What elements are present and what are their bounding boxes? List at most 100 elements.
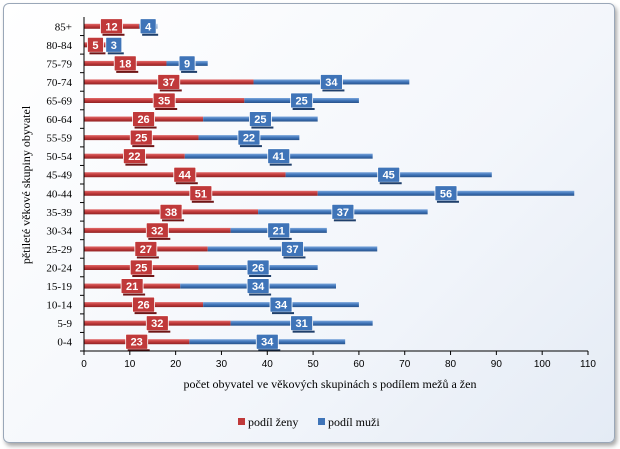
data-label-shadow	[155, 108, 178, 110]
data-label: 18	[119, 58, 131, 70]
data-label-shadow	[116, 70, 139, 73]
data-label: 37	[337, 207, 349, 219]
data-label: 25	[296, 96, 308, 108]
y-axis-title: pětileté věkové skupiny obyvatel	[19, 105, 33, 264]
data-label: 37	[286, 244, 298, 256]
data-label-shadow	[142, 33, 159, 36]
y-tick-label: 80-84	[46, 40, 72, 52]
y-tick-label: 35-39	[46, 207, 72, 219]
x-tick-label: 10	[124, 359, 136, 370]
x-tick-label: 40	[262, 359, 274, 370]
data-label: 41	[273, 151, 285, 163]
data-label: 31	[296, 318, 308, 330]
data-label: 22	[243, 133, 255, 145]
data-label: 9	[184, 58, 190, 70]
y-tick-label: 5-9	[57, 318, 72, 330]
data-label-shadow	[102, 33, 125, 36]
data-label-shadow	[269, 163, 292, 166]
x-tick-label: 80	[445, 359, 457, 370]
data-label: 56	[440, 188, 452, 200]
data-label-shadow	[175, 182, 198, 185]
y-tick-label: 50-54	[46, 151, 72, 163]
data-label-shadow	[107, 52, 124, 55]
data-label-shadow	[322, 89, 345, 92]
data-label: 25	[135, 263, 147, 275]
data-label: 23	[131, 337, 143, 349]
data-label-shadow	[249, 293, 272, 296]
data-label: 26	[252, 263, 264, 275]
data-label-shadow	[436, 200, 459, 203]
data-label: 34	[325, 77, 338, 89]
data-label: 32	[151, 318, 163, 330]
data-label: 21	[273, 225, 285, 237]
data-label-shadow	[134, 126, 157, 129]
data-label: 37	[163, 77, 175, 89]
legend: podíl ženy podíl muži	[238, 415, 380, 429]
y-tick-label: 45-49	[46, 170, 72, 182]
chart-frame	[3, 3, 615, 443]
data-label-shadow	[258, 349, 281, 352]
data-label: 5	[92, 40, 98, 52]
data-label-shadow	[148, 237, 171, 240]
x-tick-label: 20	[170, 359, 182, 370]
data-label-shadow	[148, 330, 171, 333]
data-label-shadow	[162, 219, 185, 222]
x-tick-label: 70	[399, 359, 411, 370]
data-label: 32	[151, 225, 163, 237]
data-label-shadow	[132, 145, 155, 148]
x-tick-label: 60	[353, 359, 365, 370]
y-tick-label: 15-19	[46, 281, 72, 293]
y-tick-label: 85+	[55, 21, 72, 33]
legend-swatch-women	[238, 418, 245, 425]
data-label-shadow	[292, 330, 315, 333]
x-tick-label: 0	[81, 359, 87, 370]
legend-label-women: podíl ženy	[248, 415, 298, 429]
data-label: 35	[158, 96, 170, 108]
data-label: 22	[128, 151, 140, 163]
data-label: 12	[105, 21, 117, 33]
data-label: 4	[145, 21, 152, 33]
y-tick-label: 65-69	[46, 96, 72, 108]
data-label: 26	[137, 300, 149, 312]
data-label-shadow	[181, 70, 198, 73]
data-label-shadow	[132, 275, 155, 277]
y-tick-label: 70-74	[46, 77, 72, 89]
data-label: 44	[179, 170, 192, 182]
y-tick-label: 75-79	[46, 58, 72, 70]
y-tick-label: 0-4	[57, 337, 72, 349]
data-label: 21	[126, 281, 138, 293]
data-label: 27	[140, 244, 152, 256]
data-label: 25	[254, 114, 266, 126]
y-tick-label: 55-59	[46, 133, 72, 145]
x-tick-label: 100	[534, 359, 551, 370]
x-tick-label: 30	[216, 359, 228, 370]
data-label-shadow	[134, 312, 157, 315]
data-label-shadow	[191, 200, 214, 203]
y-tick-label: 60-64	[46, 114, 72, 126]
legend-swatch-men	[318, 418, 325, 425]
data-label-shadow	[251, 126, 274, 129]
y-tick-label: 20-24	[46, 263, 72, 275]
x-tick-label: 50	[308, 359, 320, 370]
data-label-shadow	[272, 312, 295, 315]
data-label-shadow	[136, 256, 159, 259]
data-label-shadow	[283, 256, 306, 259]
data-label: 26	[137, 114, 149, 126]
data-label-shadow	[249, 275, 272, 277]
legend-label-men: podíl muži	[328, 415, 380, 429]
data-label-shadow	[239, 145, 262, 148]
data-label-shadow	[123, 293, 146, 296]
data-label-shadow	[333, 219, 356, 222]
data-label-shadow	[127, 349, 150, 352]
x-tick-label: 90	[491, 359, 503, 370]
data-label: 51	[195, 188, 207, 200]
data-label-shadow	[292, 108, 315, 110]
data-label-shadow	[159, 89, 182, 92]
data-label: 34	[275, 300, 288, 312]
data-label: 45	[383, 170, 395, 182]
data-label: 34	[252, 281, 265, 293]
data-label-shadow	[89, 52, 106, 55]
data-label-shadow	[125, 163, 148, 166]
data-label-shadow	[269, 237, 292, 240]
